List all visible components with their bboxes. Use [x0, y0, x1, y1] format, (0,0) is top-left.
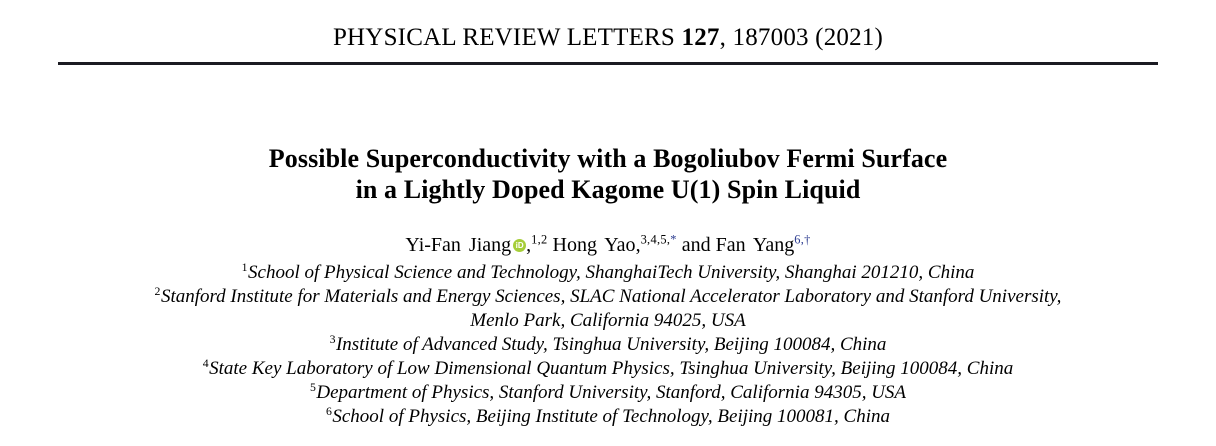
affiliation-3: 3Institute of Advanced Study, Tsinghua U… [0, 333, 1216, 357]
orcid-icon-label: iD [515, 240, 524, 250]
affiliation-5: 5Department of Physics, Stanford Univers… [0, 381, 1216, 405]
page-title: Possible Superconductivity with a Bogoli… [0, 143, 1216, 205]
author-fan-yang: Fan Yang [715, 234, 795, 256]
affiliation-1-marker: 1 [241, 260, 248, 274]
affiliation-1: 1School of Physical Science and Technolo… [0, 261, 1216, 285]
article-number: 187003 [732, 24, 809, 51]
affiliation-2: 2Stanford Institute for Materials and En… [0, 285, 1216, 309]
author3-affiliation-marks: 6, [794, 232, 805, 247]
affiliation-2-text-continued: Menlo Park, California 94025, USA [470, 310, 746, 331]
affiliation-6: 6School of Physics, Beijing Institute of… [0, 405, 1216, 429]
affiliation-1-text: School of Physical Science and Technolog… [248, 262, 975, 283]
affiliation-2-text: Stanford Institute for Materials and Ene… [160, 286, 1062, 307]
affiliation-6-marker: 6 [325, 404, 332, 418]
journal-running-head: PHYSICAL REVIEW LETTERS 127, 187003 (202… [0, 24, 1216, 52]
affiliation-5-marker: 5 [309, 380, 316, 394]
journal-volume: 127 [681, 24, 720, 51]
author2-footnote-asterisk[interactable]: * [670, 232, 677, 247]
author1-comma: , [526, 234, 532, 256]
author-hong-yao: Hong Yao [552, 234, 636, 256]
affiliation-4: 4State Key Laboratory of Low Dimensional… [0, 357, 1216, 381]
author2-affiliation-marks: 3,4,5, [640, 232, 671, 247]
author1-affiliation-marks: 1,2 [531, 232, 548, 247]
author2-comma: , [635, 234, 641, 256]
affiliation-3-marker: 3 [329, 332, 336, 346]
author-conjunction: and [681, 234, 711, 256]
affiliation-3-text: Institute of Advanced Study, Tsinghua Un… [335, 334, 887, 355]
affiliation-list: 1School of Physical Science and Technolo… [0, 261, 1216, 429]
affiliation-2-marker: 2 [154, 284, 161, 298]
author3-footnote-dagger[interactable]: † [804, 232, 811, 247]
journal-name: PHYSICAL REVIEW LETTERS [332, 24, 676, 51]
orcid-icon[interactable]: iD [513, 239, 527, 252]
author-yi-fan-jiang: Yi-Fan Jiang [405, 234, 512, 256]
affiliation-6-text: School of Physics, Beijing Institute of … [332, 406, 891, 427]
volume-comma: , [719, 24, 727, 51]
affiliation-4-marker: 4 [202, 356, 209, 370]
title-line-1: Possible Superconductivity with a Bogoli… [268, 144, 948, 173]
publication-year: (2021) [815, 24, 884, 51]
affiliation-4-text: State Key Laboratory of Low Dimensional … [209, 358, 1014, 379]
affiliation-2-continued: Menlo Park, California 94025, USA [0, 309, 1216, 333]
header-divider-rule [58, 62, 1158, 65]
affiliation-5-text: Department of Physics, Stanford Universi… [316, 382, 907, 403]
title-line-2: in a Lightly Doped Kagome U(1) Spin Liqu… [355, 175, 861, 204]
author-list: Yi-Fan Jiang iD ,1,2 Hong Yao,3,4,5,* and … [0, 232, 1216, 257]
